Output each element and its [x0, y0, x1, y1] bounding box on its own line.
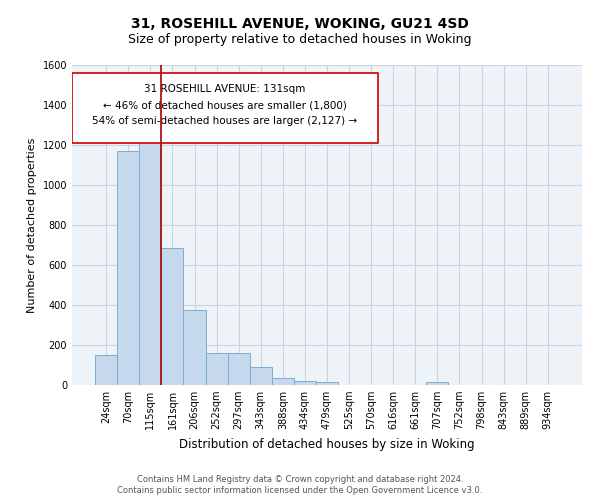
Bar	[139, 132, 161, 385]
Bar	[316, 382, 338, 385]
Text: 31 ROSEHILL AVENUE: 131sqm
← 46% of detached houses are smaller (1,800)
54% of s: 31 ROSEHILL AVENUE: 131sqm ← 46% of deta…	[92, 84, 358, 126]
X-axis label: Distribution of detached houses by size in Woking: Distribution of detached houses by size …	[179, 438, 475, 450]
Bar	[272, 378, 294, 385]
Bar	[95, 355, 117, 385]
Text: Contains public sector information licensed under the Open Government Licence v3: Contains public sector information licen…	[118, 486, 482, 495]
Bar	[227, 353, 250, 385]
Bar	[294, 381, 316, 385]
Text: Size of property relative to detached houses in Woking: Size of property relative to detached ho…	[128, 32, 472, 46]
Bar	[206, 353, 227, 385]
Bar	[427, 382, 448, 385]
Bar	[250, 367, 272, 385]
Bar	[161, 248, 184, 385]
Y-axis label: Number of detached properties: Number of detached properties	[27, 138, 37, 312]
Bar	[117, 151, 139, 385]
Bar	[184, 310, 206, 385]
Text: 31, ROSEHILL AVENUE, WOKING, GU21 4SD: 31, ROSEHILL AVENUE, WOKING, GU21 4SD	[131, 18, 469, 32]
FancyBboxPatch shape	[72, 73, 378, 144]
Text: Contains HM Land Registry data © Crown copyright and database right 2024.: Contains HM Land Registry data © Crown c…	[137, 474, 463, 484]
